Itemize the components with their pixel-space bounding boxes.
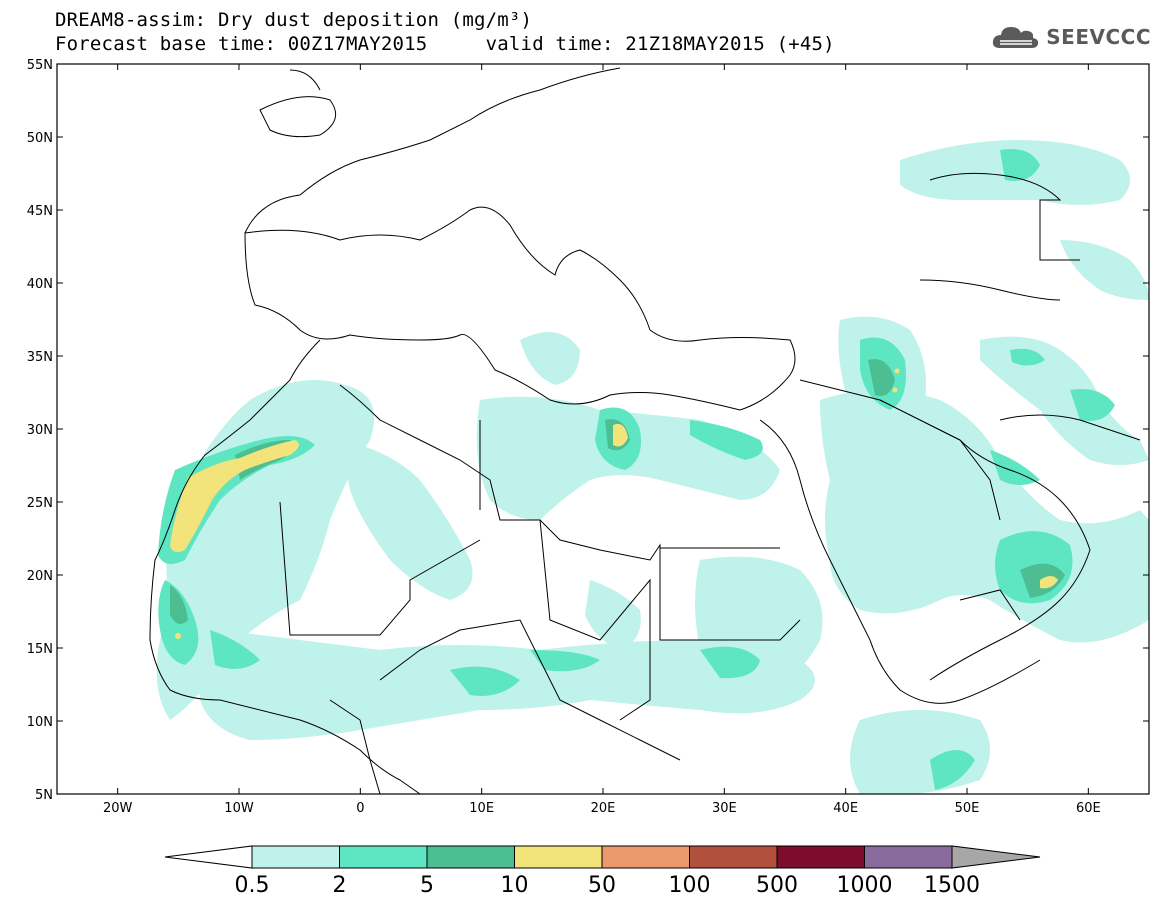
colorbar-label: 50 [588,873,616,898]
colorbar-label: 100 [669,873,711,898]
colorbar-legend: 0.5 2 5 10 50 100 500 1000 1500 [164,845,1041,898]
colorbar-high-extend [951,845,1041,869]
lat-tick-label: 5N [35,788,53,803]
lat-tick-label: 45N [27,204,53,219]
lon-tick-label: 10W [224,801,254,816]
colorbar-label: 1500 [924,873,980,898]
colorbar-label: 500 [756,873,798,898]
cloud-icon [993,27,1039,48]
colorbar-label: 10 [501,873,529,898]
lon-tick-label: 20W [103,801,133,816]
lat-tick-label: 15N [27,642,53,657]
logo-text: SEEVCCC [1046,25,1151,49]
dust-level-10 [170,368,1058,639]
lon-tick-label: 40E [833,801,858,816]
colorbar-bin [251,845,340,869]
colorbar-bin [339,845,428,869]
lon-tick-label: 30E [712,801,737,816]
lat-tick-label: 40N [27,277,53,292]
lon-tick-label: 20E [591,801,616,816]
lat-tick-label: 10N [27,715,53,730]
lon-tick-label: 60E [1076,801,1101,816]
lon-tick-label: 10E [469,801,494,816]
colorbar-label: 2 [333,873,347,898]
lat-tick-label: 25N [27,496,53,511]
forecast-time-subtitle: Forecast base time: 00Z17MAY2015 valid t… [55,33,835,55]
latitude-axis: 55N 50N 45N 40N 35N 30N 25N 20N 15N 10N 5N [27,58,1149,803]
colorbar-bin [514,845,603,869]
colorbar-label: 0.5 [235,873,270,898]
lon-tick-label: 50E [955,801,980,816]
colorbar-bin [689,845,778,869]
lat-tick-label: 55N [27,58,53,73]
dust-fields [156,140,1149,794]
colorbar-low-extend [164,845,253,869]
lat-tick-label: 35N [27,350,53,365]
colorbar-label: 5 [420,873,434,898]
lat-tick-label: 30N [27,423,53,438]
coastlines-borders [149,67,1141,794]
colorbar-bin [601,845,690,869]
colorbar-label: 1000 [837,873,893,898]
colorbar-bin [776,845,865,869]
colorbar-bin [864,845,953,869]
lon-tick-label: 0 [356,801,364,816]
lat-tick-label: 20N [27,569,53,584]
colorbar-bin [426,845,515,869]
lat-tick-label: 50N [27,131,53,146]
longitude-axis: 20W 10W 0 10E 20E 30E 40E 50E 60E [103,64,1101,816]
map-title: DREAM8-assim: Dry dust deposition (mg/m³… [55,9,533,31]
seevccc-logo: SEEVCCC [992,24,1151,50]
